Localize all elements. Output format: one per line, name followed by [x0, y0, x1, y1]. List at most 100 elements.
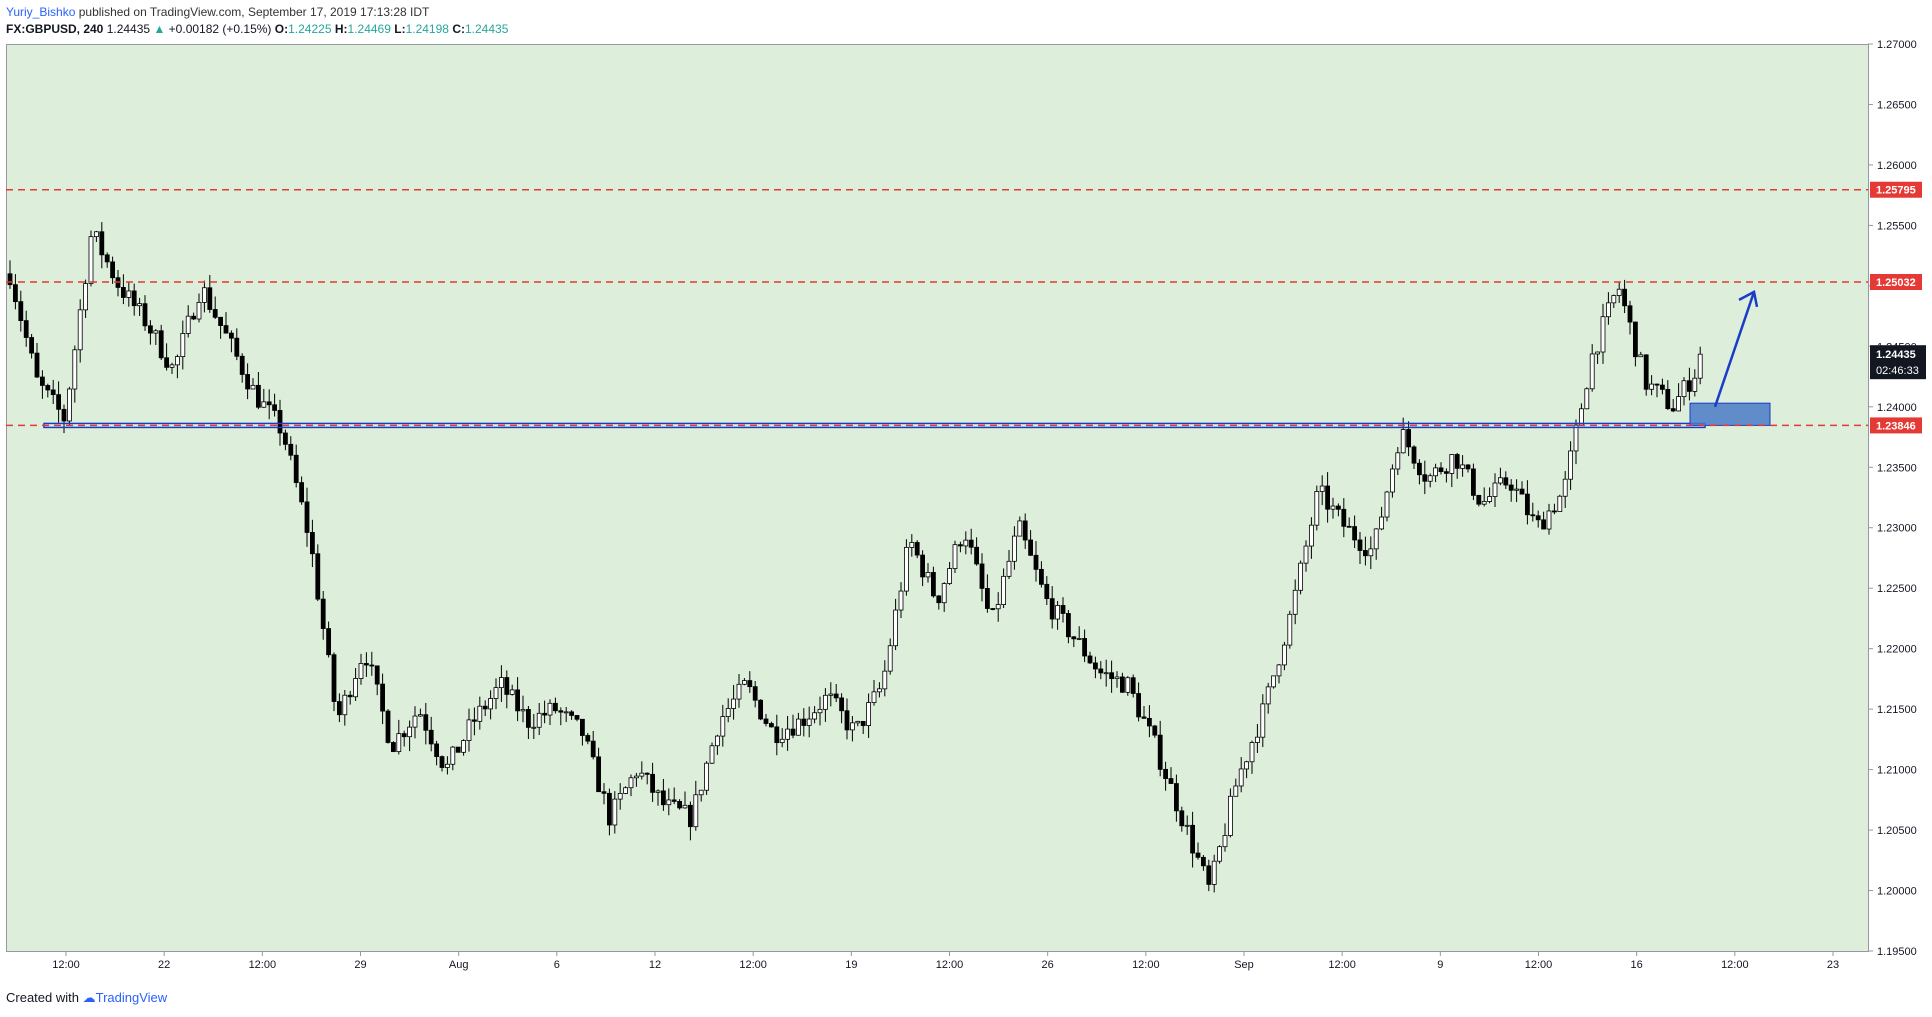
price-tick-label: 1.22500	[1877, 583, 1917, 595]
high-label: H:	[334, 22, 348, 36]
candle-body	[498, 677, 504, 689]
candle-body	[1125, 677, 1131, 693]
candle-body	[77, 309, 83, 351]
candle-body	[1530, 514, 1536, 517]
candle-body	[1087, 655, 1093, 664]
candle-body	[417, 714, 423, 717]
candle-body	[1638, 354, 1644, 358]
candle-body	[774, 726, 780, 744]
candle-body	[1422, 474, 1428, 482]
price-tick-label: 1.20500	[1877, 825, 1917, 837]
candle-body	[444, 763, 450, 768]
candle-body	[1573, 424, 1579, 452]
candle-body	[855, 720, 861, 724]
candle-body	[839, 697, 844, 712]
candle-body	[212, 309, 218, 318]
candle-body	[1503, 477, 1509, 486]
candle-body	[1454, 454, 1460, 469]
candle-body	[1546, 510, 1552, 530]
candle-body	[423, 714, 429, 731]
change-value: +0.00182 (+0.15%)	[168, 22, 272, 36]
candle-body	[634, 775, 639, 779]
candle-body	[1039, 568, 1044, 585]
candle-body	[1449, 454, 1455, 474]
candle-body	[153, 330, 159, 334]
candle-body	[958, 544, 963, 547]
candle-body	[1670, 408, 1676, 412]
candle-body	[785, 728, 790, 740]
candle-body	[471, 719, 477, 722]
candle-body	[1584, 388, 1590, 410]
demand-zone[interactable]	[1689, 402, 1771, 426]
candle-body	[698, 789, 704, 796]
countdown-label: 02:46:33	[1876, 365, 1919, 377]
tradingview-brand[interactable]: TradingView	[95, 990, 168, 1005]
candle-body	[234, 337, 240, 357]
candle-body	[1168, 778, 1174, 784]
projection-arrow[interactable]	[1713, 291, 1756, 408]
candle-body	[12, 284, 18, 303]
candle-body	[985, 587, 990, 609]
candle-body	[1508, 484, 1514, 491]
candle-body	[466, 719, 472, 741]
candle-body	[245, 374, 251, 390]
price-tick-label: 1.22000	[1877, 644, 1917, 656]
candle-body	[515, 689, 520, 712]
time-tick-label: Sep	[1234, 959, 1254, 971]
candle-body	[1357, 539, 1363, 551]
candle-body	[1076, 638, 1082, 640]
candle-body	[1589, 353, 1595, 390]
candle-body	[293, 454, 299, 483]
candle-body	[682, 804, 688, 809]
candle-body	[920, 554, 925, 578]
candle-body	[823, 694, 828, 710]
candle-body	[482, 705, 488, 710]
candle-body	[1120, 676, 1125, 693]
last-price-label: 1.24435	[1876, 349, 1916, 361]
candle-body	[1255, 736, 1260, 743]
candle-body	[18, 301, 24, 322]
candle-body	[536, 712, 542, 728]
price-tick-label: 1.23000	[1877, 523, 1917, 535]
candle-body	[1476, 494, 1482, 505]
candle-body	[628, 777, 634, 789]
candle-body	[1012, 535, 1017, 562]
footer: Created with ☁TradingView	[6, 990, 167, 1006]
candle-body	[1260, 703, 1266, 738]
candle-body	[266, 401, 272, 406]
last-price-box	[1870, 345, 1926, 380]
candle-body	[1233, 785, 1239, 797]
candle-body	[374, 665, 380, 685]
candle-body	[1028, 539, 1033, 556]
candle-body	[1438, 467, 1444, 473]
candle-body	[185, 315, 191, 334]
candle-body	[99, 231, 105, 256]
last-price: 1.24435	[106, 22, 151, 36]
candle-body	[288, 443, 294, 456]
candle-body	[353, 678, 359, 698]
candle-body	[450, 746, 456, 765]
candle-body	[1033, 554, 1039, 570]
candle-body	[968, 539, 974, 548]
candle-body	[347, 694, 353, 698]
published-info: published on TradingView.com, September …	[78, 5, 430, 19]
candle-body	[677, 801, 682, 809]
candle-body	[45, 385, 51, 391]
candle-body	[1681, 380, 1687, 398]
candle-body	[7, 273, 13, 286]
candle-body	[1417, 462, 1422, 476]
time-tick-label: 26	[1042, 959, 1054, 971]
projection-arrow-head	[1738, 290, 1759, 308]
candle-body	[796, 718, 801, 736]
time-tick-label: 12	[649, 959, 661, 971]
candle-body	[553, 702, 558, 712]
candle-body	[715, 735, 720, 747]
author-link[interactable]: Yuriy_Bishko	[6, 5, 76, 19]
candle-body	[201, 287, 207, 303]
candle-body	[574, 715, 580, 720]
candle-body	[277, 410, 283, 434]
candle-body	[147, 325, 153, 334]
candle-body	[239, 355, 245, 375]
candle-body	[1535, 515, 1541, 521]
